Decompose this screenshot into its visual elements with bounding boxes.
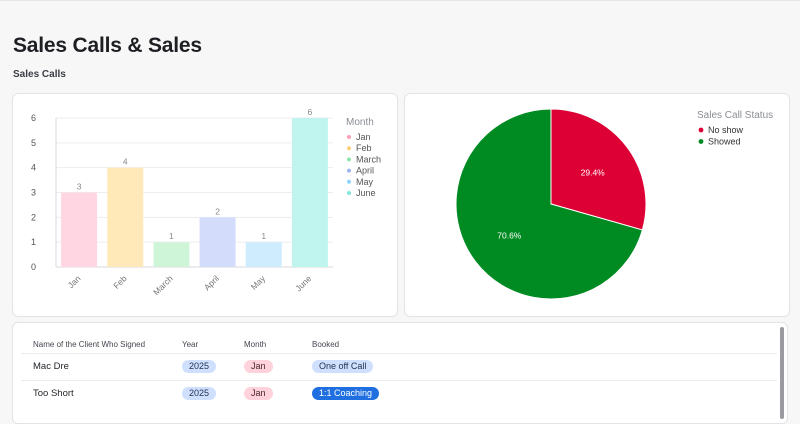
year-badge: 2025 (182, 387, 217, 400)
legend-item: March (356, 154, 381, 164)
legend-item: Showed (708, 137, 741, 147)
column-header-name[interactable]: Name of the Client Who Signed (33, 340, 146, 349)
column-header-month[interactable]: Month (244, 340, 267, 349)
year-badge: 2025 (182, 360, 217, 373)
page-title: Sales Calls & Sales (13, 34, 202, 57)
bar-march (153, 242, 190, 267)
legend-swatch (347, 157, 351, 162)
x-tick-label: March (151, 273, 175, 297)
y-tick-label: 0 (31, 262, 36, 272)
bar-june (291, 118, 328, 267)
bar-may (245, 242, 282, 267)
pie-chart: 29.4% 70.6% Sales Call Status No show Showed (455, 108, 773, 300)
pie-slice-label: 29.4% (581, 167, 606, 177)
legend-item: Jan (356, 132, 371, 142)
legend-swatch (347, 168, 351, 173)
legend-swatch (698, 127, 704, 133)
section-title: Sales Calls (13, 69, 66, 80)
legend-item: No show (708, 125, 744, 135)
x-tick-label: June (293, 273, 313, 293)
booked-badge: 1:1 Coaching (312, 387, 380, 400)
legend-item: Feb (356, 143, 372, 153)
bar-chart-card: 0 1 2 3 4 5 6 3 Jan 4 Feb 1 March 2 April 1 May 6 June Mont… (12, 93, 398, 317)
bar-value-label: 2 (215, 206, 220, 216)
legend-item: May (356, 177, 374, 187)
client-name: Mac Dre (33, 361, 69, 372)
bar-chart: 0 1 2 3 4 5 6 3 Jan 4 Feb 1 March 2 April 1 May 6 June Mont… (31, 107, 381, 297)
legend-swatch (347, 191, 351, 195)
y-tick-label: 3 (31, 188, 36, 198)
legend-swatch (698, 139, 704, 144)
y-tick-label: 5 (31, 138, 36, 148)
y-tick-label: 1 (31, 237, 36, 247)
legend-swatch (347, 146, 351, 151)
column-header-year[interactable]: Year (182, 340, 199, 349)
legend-swatch (347, 179, 351, 184)
legend-item: June (356, 188, 376, 198)
pie-slice-no-show (550, 108, 647, 231)
bar-april (199, 217, 236, 267)
x-tick-label: Feb (111, 273, 129, 291)
client-name: Too Short (33, 388, 74, 399)
table-row[interactable]: Mac Dre 2025 Jan One off Call (21, 353, 777, 381)
clients-table: Name of the Client Who Signed Year Month… (12, 322, 788, 424)
legend-title: Month (346, 117, 374, 128)
bar-feb (107, 167, 144, 267)
bar-value-label: 3 (77, 182, 82, 192)
table-scrollbar[interactable] (780, 327, 784, 419)
bar-value-label: 6 (308, 107, 313, 117)
pie-slice-showed (455, 108, 644, 300)
legend-title: Sales Call Status (697, 110, 773, 121)
bar-value-label: 1 (169, 231, 174, 241)
bar-value-label: 4 (123, 157, 128, 167)
top-border (0, 0, 800, 1)
x-tick-label: May (249, 273, 268, 292)
column-header-booked[interactable]: Booked (312, 340, 340, 349)
month-badge: Jan (244, 387, 273, 400)
x-tick-label: Jan (66, 273, 83, 290)
legend-swatch (347, 135, 351, 139)
bar-jan (61, 192, 98, 267)
month-badge: Jan (244, 360, 273, 373)
booked-badge: One off Call (312, 360, 374, 373)
legend-item: April (356, 166, 374, 176)
y-tick-label: 6 (31, 113, 36, 123)
pie-slice-label: 70.6% (497, 231, 522, 241)
bar-value-label: 1 (261, 231, 266, 241)
table-row[interactable]: Too Short 2025 Jan 1:1 Coaching (21, 380, 777, 408)
pie-chart-card: 29.4% 70.6% Sales Call Status No show Showed (404, 93, 790, 317)
y-tick-label: 4 (31, 163, 36, 173)
x-tick-label: April (202, 273, 221, 292)
y-tick-label: 2 (31, 212, 36, 222)
table-header: Name of the Client Who Signed Year Month… (13, 340, 787, 354)
